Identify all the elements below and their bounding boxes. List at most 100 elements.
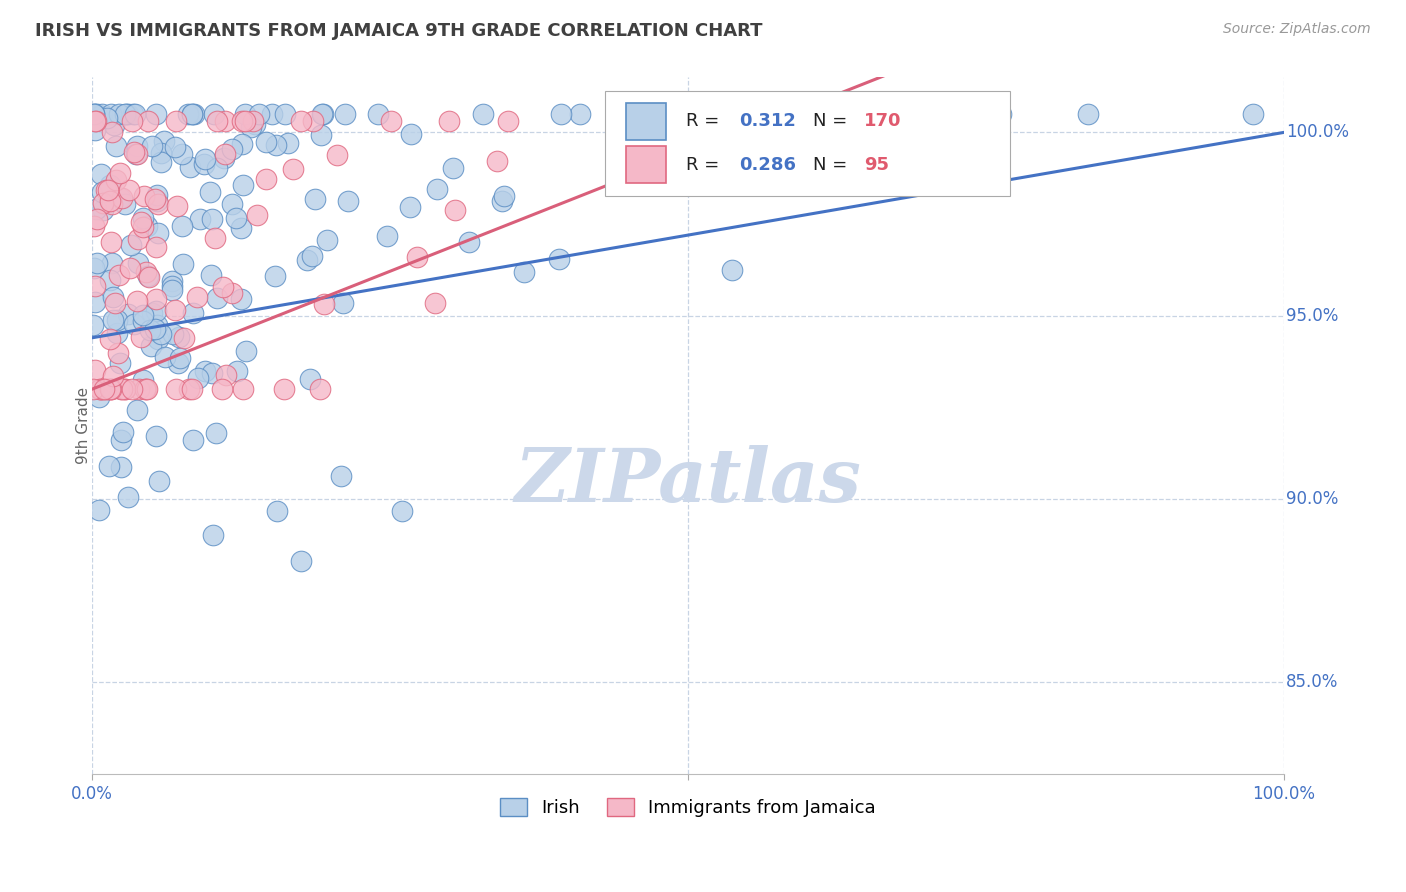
Point [101,125,124,139]
Point [491,194,513,209]
Point [233,114,256,128]
Point [145,304,167,318]
Point [720,107,742,121]
Text: 95: 95 [865,155,889,174]
Point [198,185,221,199]
Point [612,107,634,121]
Point [127,139,149,153]
Point [146,318,169,332]
Text: 85.0%: 85.0% [1286,673,1339,691]
Point [105,313,128,327]
Text: 170: 170 [865,112,901,130]
Point [194,153,217,167]
Point [330,468,353,483]
Point [254,135,277,149]
Point [391,504,413,518]
Point [110,459,132,474]
Point [111,192,134,206]
Point [235,107,257,121]
Point [202,107,225,121]
Point [232,178,254,192]
Point [108,107,131,121]
Text: R =: R = [686,155,724,174]
Point [136,114,159,128]
Point [104,139,127,153]
Point [169,351,191,365]
Text: 100.0%: 100.0% [1286,123,1348,142]
Point [200,268,222,282]
Point [104,296,127,310]
Point [865,107,887,121]
Text: ZIPatlas: ZIPatlas [515,445,862,517]
Point [204,231,226,245]
Point [309,382,332,396]
Point [108,268,131,282]
Point [367,107,389,121]
Point [235,343,257,358]
Point [90,167,112,181]
Point [298,371,321,385]
Text: 95.0%: 95.0% [1286,307,1339,325]
Point [145,292,167,306]
Point [946,133,969,147]
Point [103,313,125,327]
Point [952,107,974,121]
Point [98,273,121,287]
Point [990,107,1012,121]
Point [165,382,187,396]
Point [655,163,678,178]
Text: N =: N = [813,112,853,130]
Point [239,120,262,135]
Point [94,382,117,396]
Point [110,382,132,396]
Point [301,249,323,263]
Point [98,332,121,346]
Point [86,107,108,121]
Point [87,503,110,517]
Point [1241,107,1264,121]
Point [153,350,176,364]
Point [108,166,131,180]
Point [117,107,139,121]
Point [172,146,194,161]
Point [311,107,333,121]
Text: 0.286: 0.286 [740,155,796,174]
Point [721,263,744,277]
Point [212,280,235,294]
Point [266,504,288,518]
Point [221,285,243,300]
Point [100,256,122,270]
Point [794,107,817,121]
Point [97,382,120,396]
Point [312,107,335,121]
Point [131,373,153,387]
Point [89,382,111,396]
Point [129,215,152,229]
Point [167,330,190,344]
Y-axis label: 9th Grade: 9th Grade [76,387,91,465]
Point [274,107,297,121]
Point [181,306,204,320]
Point [444,202,467,217]
Point [145,429,167,443]
Point [145,107,167,121]
Point [83,295,105,310]
Point [494,189,516,203]
Point [103,118,125,132]
Point [125,147,148,161]
Point [162,326,184,341]
Point [613,107,636,121]
Point [132,313,155,327]
Point [122,317,145,331]
Point [180,107,202,121]
Point [129,330,152,344]
Point [214,146,236,161]
Point [205,161,228,176]
Point [134,189,156,203]
Point [127,232,149,246]
Point [136,219,159,233]
Point [117,307,139,321]
Text: Source: ZipAtlas.com: Source: ZipAtlas.com [1223,22,1371,37]
Point [399,127,422,141]
Point [134,382,156,396]
